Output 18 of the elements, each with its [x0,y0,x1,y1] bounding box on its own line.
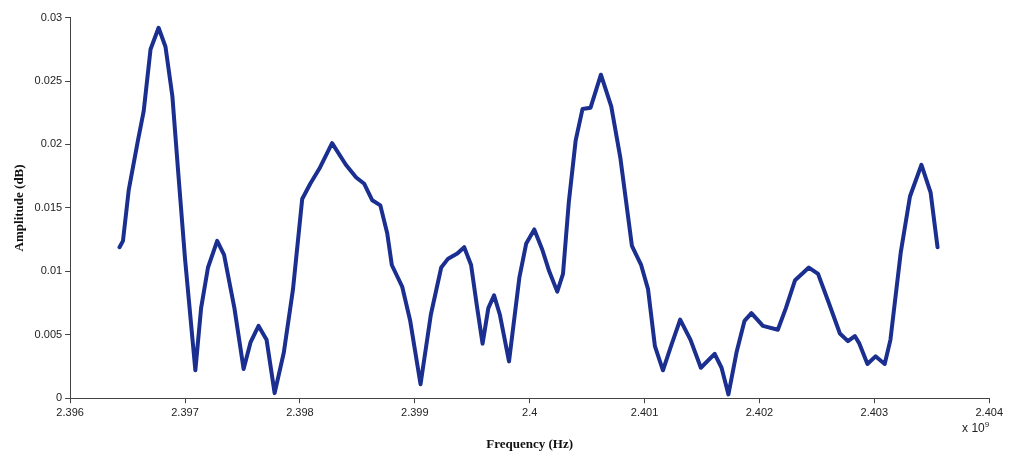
x-tick-label: 2.396 [56,405,84,418]
y-axis-title: Amplitude (dB) [11,164,27,252]
y-tick-label: 0.03 [40,10,63,23]
x-tick-label: 2.404 [975,405,1003,418]
y-tick-label: 0.015 [34,200,63,213]
y-tick-label: 0.025 [34,74,63,87]
x-tick-label: 2.4 [522,405,538,418]
x-tick-label: 2.401 [630,405,659,418]
x-tick-label: 2.399 [401,405,429,418]
x-tick-label: 2.397 [171,405,199,418]
x-tick-label: 2.402 [745,405,774,418]
x-axis-title: Frequency (Hz) [486,435,574,451]
y-tick-label: 0 [56,391,63,404]
y-tick-label: 0.02 [40,137,63,150]
y-tick-label: 0.005 [34,327,63,340]
x-tick-label: 2.403 [860,405,889,418]
y-tick-label: 0.01 [40,264,63,277]
x-tick-label: 2.398 [286,405,314,418]
